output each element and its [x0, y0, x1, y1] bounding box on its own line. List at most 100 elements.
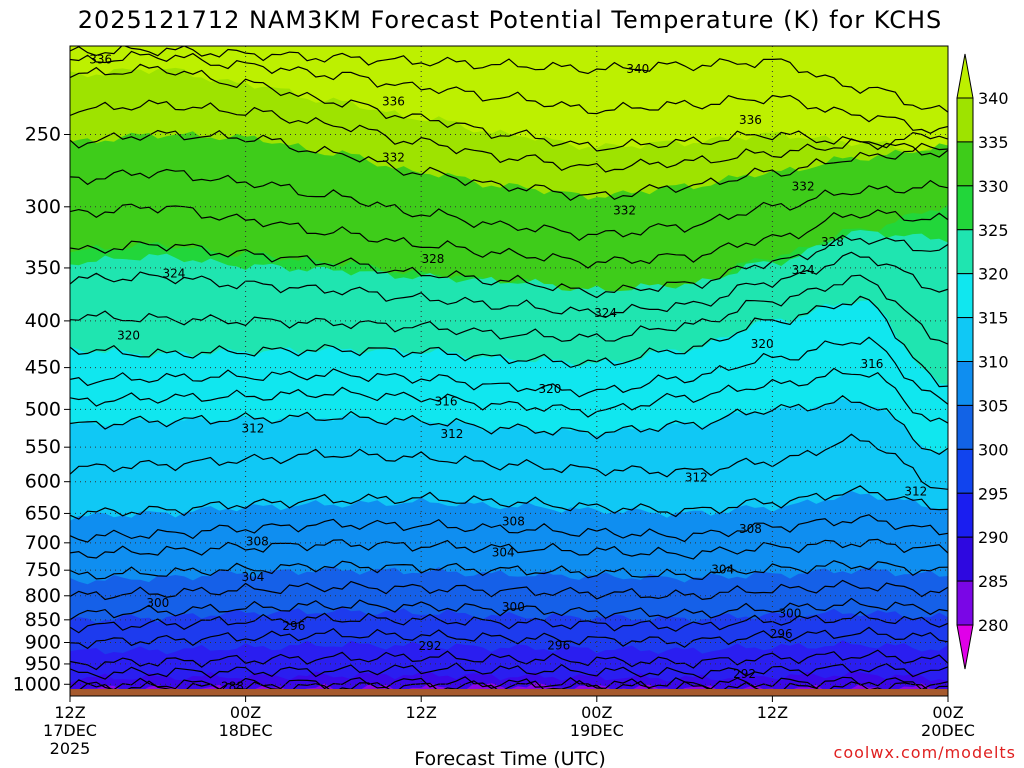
contour-314: [70, 395, 948, 455]
y-tick-label: 750: [25, 559, 61, 581]
colorbar-tick-label: 280: [978, 616, 1009, 635]
contour-label-328: 328: [821, 235, 844, 249]
credit-link[interactable]: coolwx.com/modelts: [834, 743, 1016, 762]
colorbar-tick-label: 300: [978, 440, 1009, 459]
x-tick-label: 00Z: [230, 703, 261, 722]
contour-label-328: 328: [421, 252, 444, 266]
contour-290: [70, 676, 948, 691]
contour-label-304: 304: [711, 563, 734, 577]
y-tick-label: 450: [25, 357, 61, 379]
contour-label-316: 316: [860, 357, 883, 371]
contour-294: [70, 649, 948, 671]
contour-310: [70, 485, 948, 520]
colorbar-segment: [956, 361, 974, 406]
y-tick-label: 550: [25, 436, 61, 458]
colorbar-segment: [956, 448, 974, 494]
colorbar-tick-label: 325: [978, 221, 1009, 240]
contour-312: [70, 433, 948, 490]
contour-label-292: 292: [419, 639, 442, 653]
y-tick-label: 950: [25, 653, 61, 675]
contour-label-320: 320: [539, 382, 562, 396]
contour-label-312: 312: [440, 427, 463, 441]
x-tick-label: 19DEC: [570, 721, 624, 740]
contour-label-304: 304: [492, 545, 515, 559]
x-tick-label: 12Z: [406, 703, 437, 722]
contour-332: [70, 129, 948, 202]
colorbar-tick-label: 295: [978, 484, 1009, 503]
y-tick-label: 250: [25, 123, 61, 145]
y-tick-label: 400: [25, 310, 61, 332]
contour-label-312: 312: [685, 471, 708, 485]
colorbar-segment: [956, 97, 974, 143]
contour-label-300: 300: [779, 607, 802, 621]
y-tick-label: 300: [25, 196, 61, 218]
contour-340: [70, 46, 948, 113]
contour-300: [70, 597, 948, 621]
contour-label-332: 332: [613, 204, 636, 218]
contour-label-320: 320: [117, 328, 140, 342]
colorbar-tick-label: 285: [978, 572, 1009, 591]
contour-label-312: 312: [241, 422, 264, 436]
contour-label-308: 308: [739, 522, 762, 536]
x-tick-label: 00Z: [932, 703, 963, 722]
contour-label-340: 340: [626, 62, 649, 76]
y-tick-label: 700: [25, 532, 61, 554]
colorbar-tick-label: 330: [978, 177, 1009, 196]
y-tick-label: 1000: [13, 673, 61, 695]
x-tick-label: 2025: [50, 739, 91, 758]
filled-layers: [70, 46, 948, 696]
contour-label-332: 332: [382, 151, 405, 165]
contour-label-312: 312: [904, 484, 927, 498]
contour-label-296: 296: [770, 627, 793, 641]
x-tick-label: 12Z: [757, 703, 788, 722]
contour-label-336: 336: [382, 94, 405, 108]
x-tick-label: 12Z: [54, 703, 85, 722]
y-axis: 2503003504004505005506006507007508008509…: [13, 123, 70, 695]
contour-308: [70, 514, 948, 543]
colorbar: 340 335 330 325 320 315 310 305 300 295 290 285 280: [956, 53, 1009, 670]
contour-328: [70, 203, 948, 269]
x-tick-label: 17DEC: [43, 721, 97, 740]
colorbar-segment: [956, 141, 974, 187]
chart-title: 2025121712 NAM3KM Forecast Potential Tem…: [78, 6, 943, 34]
contour-label-324: 324: [162, 267, 185, 281]
colorbar-segment: [956, 185, 974, 231]
contour-320: [70, 295, 948, 388]
colorbar-segment: [956, 580, 974, 626]
contour-306: [70, 538, 948, 560]
contour-label-308: 308: [246, 535, 269, 549]
plot-area: 336 336 336 340 332 332 332 328 328 324 324 324 320 3…: [70, 46, 948, 696]
contour-label-292: 292: [733, 667, 756, 681]
colorbar-segment: [956, 404, 974, 450]
colorbar-segment: [956, 229, 974, 275]
contour-336: [70, 63, 948, 158]
surface-ground: [70, 689, 948, 696]
colorbar-tick-label: 290: [978, 528, 1009, 547]
y-tick-label: 350: [25, 257, 61, 279]
contour-322: [70, 274, 948, 345]
plot-frame: [69, 45, 949, 697]
contour-label-332: 332: [792, 179, 815, 193]
contour-label-304: 304: [241, 570, 264, 584]
contour-label-320: 320: [751, 337, 774, 351]
y-tick-label: 500: [25, 398, 61, 420]
contour-label-324: 324: [594, 306, 617, 320]
x-axis-label: Forecast Time (UTC): [414, 748, 605, 768]
y-tick-label: 650: [25, 502, 61, 524]
contour-label-324: 324: [792, 263, 815, 277]
colorbar-top-arrow: [956, 53, 974, 99]
contour-label-296: 296: [282, 619, 305, 633]
x-tick-label: 00Z: [581, 703, 612, 722]
colorbar-segment: [956, 317, 974, 363]
contour-label-316: 316: [435, 394, 458, 408]
colorbar-tick-label: 340: [978, 89, 1009, 108]
contour-labels: 336 336 336 340 332 332 332 328 328 324 324 324 320 3…: [89, 53, 927, 694]
contour-302: [70, 579, 948, 601]
colorbar-segment: [956, 536, 974, 582]
x-tick-label: 20DEC: [921, 721, 975, 740]
contour-326: [70, 234, 948, 299]
contour-338: [70, 50, 948, 134]
contour-label-296: 296: [547, 639, 570, 653]
